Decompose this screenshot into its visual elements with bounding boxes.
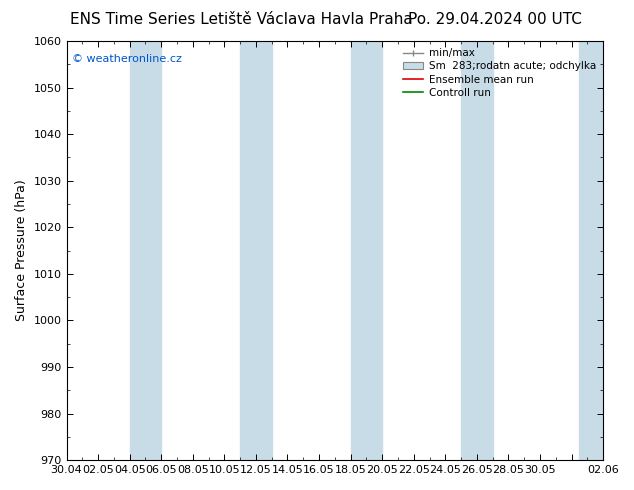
Bar — [579, 41, 603, 460]
Bar — [351, 41, 382, 460]
Bar — [130, 41, 161, 460]
Legend: min/max, Sm  283;rodatn acute; odchylka, Ensemble mean run, Controll run: min/max, Sm 283;rodatn acute; odchylka, … — [401, 46, 598, 100]
Text: © weatheronline.cz: © weatheronline.cz — [72, 53, 182, 64]
Bar — [240, 41, 272, 460]
Text: ENS Time Series Letiště Václava Havla Praha: ENS Time Series Letiště Václava Havla Pr… — [70, 12, 412, 27]
Bar — [461, 41, 493, 460]
Text: Po. 29.04.2024 00 UTC: Po. 29.04.2024 00 UTC — [408, 12, 581, 27]
Y-axis label: Surface Pressure (hPa): Surface Pressure (hPa) — [15, 180, 28, 321]
